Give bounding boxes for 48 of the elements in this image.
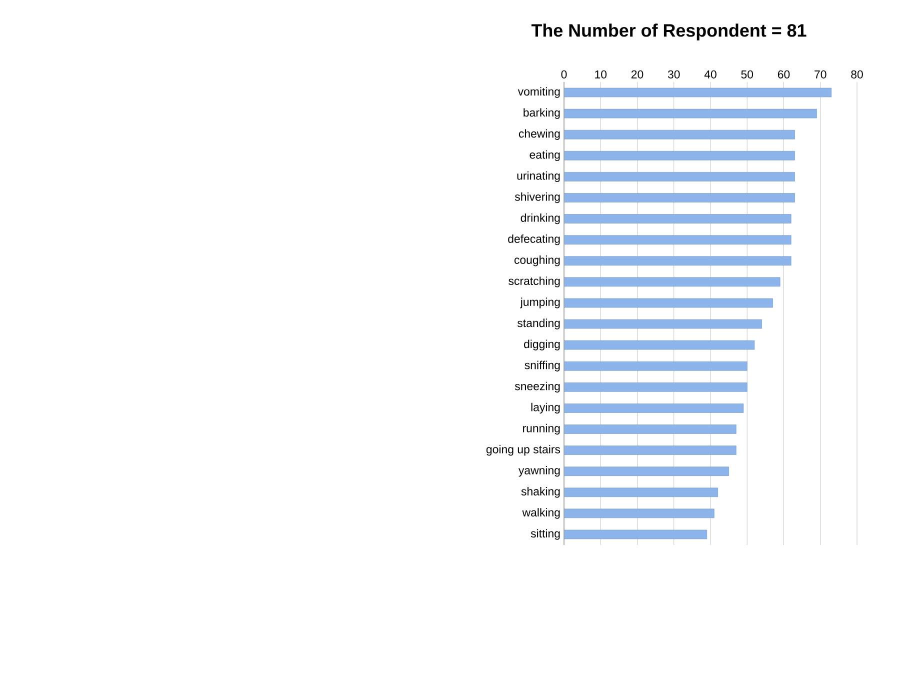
x-tick-label: 30 xyxy=(668,70,680,78)
y-tick-label: defecating xyxy=(508,234,560,246)
bar xyxy=(564,172,795,182)
y-tick-label: eating xyxy=(530,150,560,161)
bar xyxy=(564,235,792,244)
y-tick-label: shaking xyxy=(521,487,560,498)
bar xyxy=(564,130,795,140)
x-tick-label: 0 xyxy=(561,70,567,78)
x-tick-label: 50 xyxy=(741,70,754,78)
y-tick-label: sneezing xyxy=(514,382,560,392)
y-tick-label: standing xyxy=(517,318,560,330)
y-tick-label: going up stairs xyxy=(486,444,560,456)
y-tick-label: drinking xyxy=(520,213,560,224)
y-tick-label: jumping xyxy=(520,298,560,308)
bar xyxy=(564,277,780,287)
bar xyxy=(564,150,795,160)
y-tick-label: vomiting xyxy=(518,87,560,98)
y-tick-label: chewing xyxy=(518,129,560,140)
x-tick-label: 20 xyxy=(631,70,644,78)
y-tick-label: yawning xyxy=(518,466,560,477)
x-tick-label: 40 xyxy=(704,70,716,78)
y-tick-label: laying xyxy=(531,402,560,414)
chart-title: The Number of Respondent = 81 xyxy=(531,24,806,40)
y-tick-label: sitting xyxy=(530,529,560,540)
bar xyxy=(564,214,792,224)
y-tick-label: shivering xyxy=(514,192,560,204)
y-tick-label: sniffing xyxy=(524,360,560,372)
x-tick-label: 70 xyxy=(814,70,826,78)
x-tick-label: 80 xyxy=(851,70,863,78)
y-tick-label: barking xyxy=(524,108,560,119)
y-tick-label: walking xyxy=(522,508,560,519)
bar xyxy=(564,446,736,455)
bar xyxy=(564,404,744,413)
y-tick-label: digging xyxy=(524,340,560,350)
bar xyxy=(564,256,792,266)
bar xyxy=(564,508,714,518)
bar xyxy=(564,424,736,434)
bar xyxy=(564,466,729,476)
y-tick-label: coughing xyxy=(514,256,560,266)
y-tick-label: scratching xyxy=(508,276,560,288)
x-tick-label: 10 xyxy=(595,70,607,78)
y-tick-label: urinating xyxy=(517,171,560,182)
bar xyxy=(564,488,718,498)
y-tick-label: running xyxy=(523,424,560,435)
bar xyxy=(564,361,748,371)
bar xyxy=(564,382,748,392)
bar xyxy=(564,193,795,202)
x-tick-label: 60 xyxy=(778,70,790,78)
